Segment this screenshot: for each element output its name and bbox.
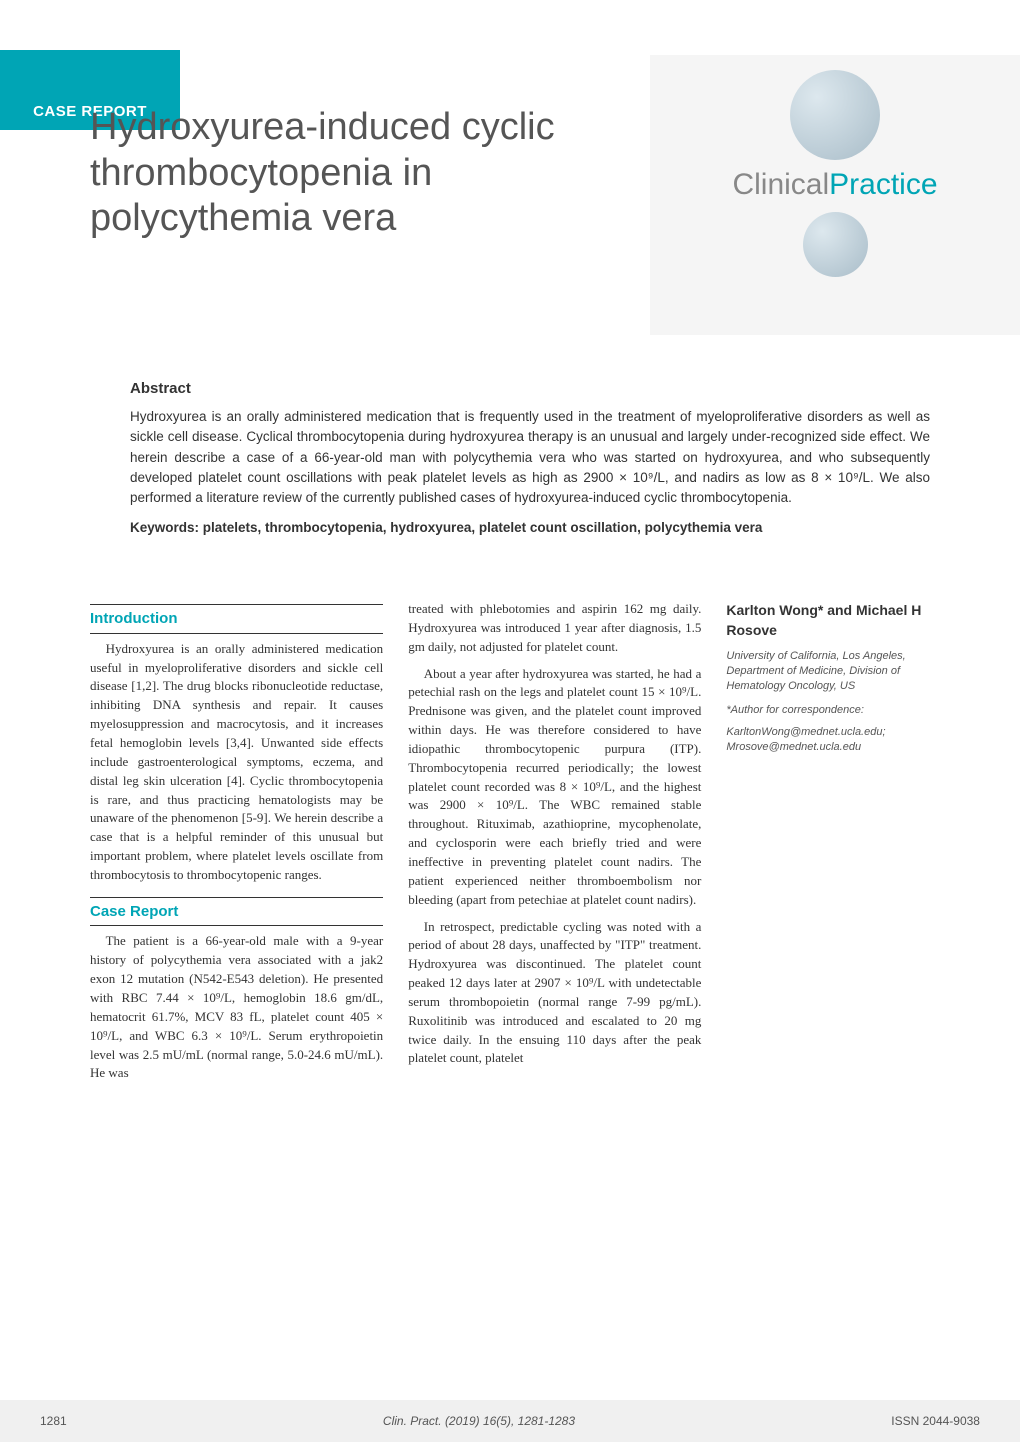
- brand-highlight: Practice: [829, 168, 937, 201]
- footer-page-number: 1281: [40, 1414, 67, 1428]
- page-footer: 1281 Clin. Pract. (2019) 16(5), 1281-128…: [0, 1400, 1020, 1442]
- column-3-author-info: Karlton Wong* and Michael H Rosove Unive…: [726, 600, 950, 1091]
- correspondence-label: *Author for correspondence:: [726, 703, 950, 719]
- col2-paragraph-2: About a year after hydroxyurea was start…: [408, 665, 701, 910]
- body-columns: Introduction Hydroxyurea is an orally ad…: [90, 600, 950, 1091]
- footer-citation: Clin. Pract. (2019) 16(5), 1281-1283: [383, 1414, 575, 1428]
- introduction-heading: Introduction: [90, 604, 383, 634]
- author-emails: KarltonWong@mednet.ucla.edu; Mrosove@med…: [726, 725, 950, 756]
- case-paragraph-1: The patient is a 66-year-old male with a…: [90, 932, 383, 1083]
- col2-paragraph-1: treated with phlebotomies and aspirin 16…: [408, 600, 701, 657]
- brand-decoration-circle-top: [790, 70, 880, 160]
- title-block: Hydroxyurea-induced cyclic thrombocytope…: [90, 105, 610, 242]
- footer-issn: ISSN 2044-9038: [891, 1414, 980, 1428]
- col2-paragraph-3: In retrospect, predictable cycling was n…: [408, 918, 701, 1069]
- intro-paragraph-1: Hydroxyurea is an orally administered me…: [90, 640, 383, 885]
- article-title: Hydroxyurea-induced cyclic thrombocytope…: [90, 105, 610, 242]
- author-affiliation: University of California, Los Angeles, D…: [726, 649, 950, 695]
- abstract-text: Hydroxyurea is an orally administered me…: [130, 407, 930, 508]
- column-1: Introduction Hydroxyurea is an orally ad…: [90, 600, 383, 1091]
- journal-brand-name: ClinicalPractice: [732, 168, 937, 202]
- case-report-heading: Case Report: [90, 897, 383, 927]
- author-names: Karlton Wong* and Michael H Rosove: [726, 600, 950, 641]
- keywords-line: Keywords: platelets, thrombocytopenia, h…: [130, 520, 930, 535]
- brand-block: ClinicalPractice: [650, 55, 1020, 335]
- brand-decoration-circle-bottom: [803, 212, 868, 277]
- column-2: treated with phlebotomies and aspirin 16…: [408, 600, 701, 1091]
- brand-prefix: Clinical: [732, 168, 829, 201]
- abstract-block: Abstract Hydroxyurea is an orally admini…: [130, 380, 930, 535]
- abstract-heading: Abstract: [130, 380, 930, 397]
